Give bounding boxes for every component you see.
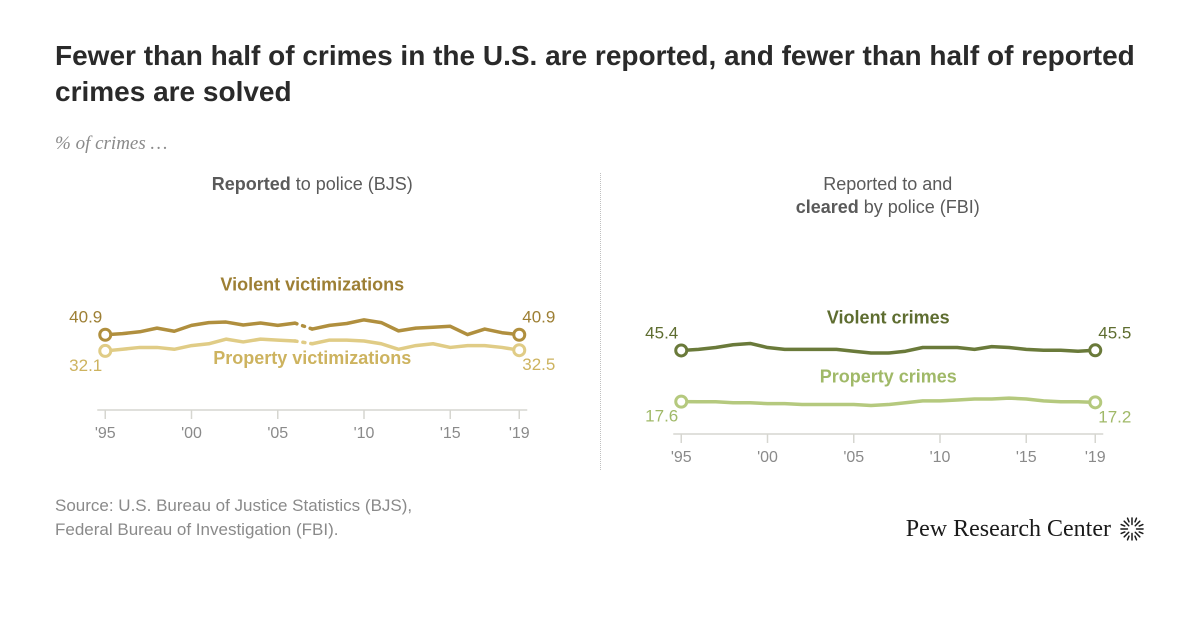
svg-text:Property victimizations: Property victimizations [213, 348, 411, 368]
svg-text:Violent crimes: Violent crimes [826, 307, 949, 327]
chart-title: Fewer than half of crimes in the U.S. ar… [55, 38, 1145, 111]
left-panel-title: Reported to police (BJS) [55, 173, 570, 196]
chart-subtitle: % of crimes … [55, 133, 1145, 155]
left-panel-title-bold: Reported [212, 174, 291, 194]
svg-text:'00: '00 [181, 425, 202, 442]
right-panel-title-line1: Reported to and [823, 174, 952, 194]
svg-text:'00: '00 [757, 449, 778, 466]
right-panel-title: Reported to and cleared by police (FBI) [631, 173, 1146, 220]
right-chart: '95 '00 '05 '10 '15 '19 45.4 45.5 Violent crimes… [631, 240, 1146, 470]
right-panel-title-bold: cleared [796, 197, 859, 217]
svg-text:45.5: 45.5 [1098, 323, 1131, 342]
svg-text:'95: '95 [670, 449, 691, 466]
svg-text:17.6: 17.6 [645, 406, 678, 425]
svg-text:32.1: 32.1 [69, 356, 102, 375]
source-text: Source: U.S. Bureau of Justice Statistic… [55, 494, 412, 543]
svg-text:'19: '19 [509, 425, 530, 442]
svg-text:'05: '05 [843, 449, 864, 466]
right-panel: Reported to and cleared by police (FBI) … [600, 173, 1146, 470]
svg-text:'05: '05 [267, 425, 288, 442]
svg-text:32.5: 32.5 [522, 355, 555, 374]
left-panel: Reported to police (BJS) '95 '00 '05 '10 '15… [55, 173, 600, 470]
left-panel-title-post: to police (BJS) [291, 174, 413, 194]
svg-text:'15: '15 [440, 425, 461, 442]
left-chart: '95 '00 '05 '10 '15 '19 40.9 40.9 Violent victim… [55, 216, 570, 446]
svg-text:'15: '15 [1015, 449, 1036, 466]
charts-container: Reported to police (BJS) '95 '00 '05 '10 '15… [55, 173, 1145, 470]
right-panel-title-post: by police (FBI) [859, 197, 980, 217]
svg-text:40.9: 40.9 [69, 308, 102, 327]
source-line2: Federal Bureau of Investigation (FBI). [55, 520, 338, 539]
svg-text:'95: '95 [95, 425, 116, 442]
svg-text:Violent victimizations: Violent victimizations [220, 275, 404, 295]
source-line1: Source: U.S. Bureau of Justice Statistic… [55, 496, 412, 515]
svg-text:17.2: 17.2 [1098, 407, 1131, 426]
brand-starburst-icon [1119, 516, 1145, 542]
svg-text:'19: '19 [1084, 449, 1105, 466]
brand: Pew Research Center [906, 516, 1145, 543]
brand-text: Pew Research Center [906, 516, 1111, 543]
footer: Source: U.S. Bureau of Justice Statistic… [55, 494, 1145, 543]
svg-text:'10: '10 [354, 425, 375, 442]
svg-text:45.4: 45.4 [645, 323, 678, 342]
svg-text:'10: '10 [929, 449, 950, 466]
svg-text:Property crimes: Property crimes [819, 366, 956, 386]
svg-text:40.9: 40.9 [522, 308, 555, 327]
